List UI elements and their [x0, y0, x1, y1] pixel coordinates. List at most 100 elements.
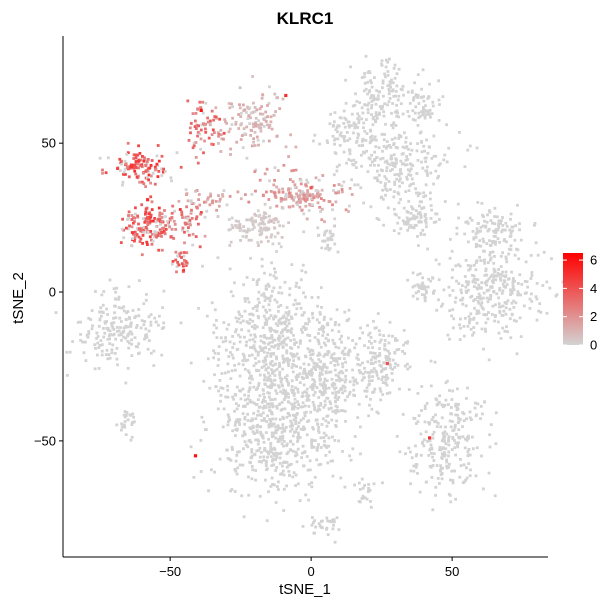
cell-point [499, 337, 503, 340]
cell-point [353, 125, 357, 128]
cell-point [254, 335, 257, 339]
cell-point [318, 142, 321, 146]
cell-point [262, 440, 266, 444]
cell-point [281, 384, 284, 388]
cell-point [397, 137, 401, 140]
cell-point [489, 297, 492, 301]
cell-point [267, 303, 271, 307]
cell-point [180, 210, 184, 214]
cell-point [348, 390, 352, 394]
cell-point [282, 509, 286, 512]
cell-point [389, 169, 392, 173]
cell-point [290, 196, 294, 200]
cell-point [128, 413, 132, 417]
cell-point [440, 304, 443, 308]
cell-point [298, 436, 302, 439]
cell-point [267, 348, 271, 351]
cell-point [260, 105, 263, 108]
cell-point [434, 258, 438, 262]
cell-point [421, 68, 425, 72]
cell-point [398, 184, 401, 188]
cell-point [380, 132, 384, 136]
cell-point [453, 439, 456, 442]
cell-point [267, 101, 271, 105]
cell-point [238, 223, 242, 226]
cell-point [269, 352, 273, 355]
cell-point [290, 169, 294, 173]
cell-point [317, 194, 321, 198]
cell-point [257, 244, 260, 247]
cell-point [371, 355, 375, 359]
cell-point [251, 307, 255, 310]
cell-point [450, 412, 453, 416]
cell-point [331, 518, 334, 522]
cell-point [267, 342, 270, 346]
cell-point [450, 448, 454, 451]
cell-point [255, 425, 259, 429]
cell-point [479, 229, 482, 233]
cell-point [484, 224, 488, 228]
cell-point [344, 374, 347, 378]
cell-point [243, 433, 247, 436]
cell-point [383, 375, 387, 379]
cell-point [245, 111, 248, 114]
cell-point [265, 319, 269, 323]
cell-point [295, 460, 299, 464]
cell-point [426, 174, 429, 177]
cell-point [440, 457, 444, 460]
cell-point [90, 327, 94, 331]
cell-point [501, 282, 505, 286]
cell-point [315, 189, 319, 192]
cell-point [277, 480, 280, 484]
cell-point [512, 299, 516, 303]
cell-point [388, 163, 392, 167]
cell-point [347, 158, 351, 161]
cell-point [111, 343, 115, 347]
cell-point [262, 458, 266, 462]
cell-point [388, 352, 391, 355]
cell-point [464, 304, 468, 308]
cell-point [359, 186, 363, 190]
cell-point [404, 222, 408, 226]
cell-point [235, 224, 239, 228]
cell-point [271, 398, 274, 402]
cell-point [319, 360, 322, 364]
cell-point [298, 302, 301, 306]
cell-point [152, 364, 156, 367]
cell-point [114, 290, 117, 294]
cell-point [333, 151, 337, 154]
cell-point [509, 288, 512, 292]
cell-point [453, 425, 457, 429]
cell-point [262, 398, 265, 402]
cell-point [266, 104, 269, 107]
cell-point [416, 297, 419, 301]
cell-point [343, 310, 347, 314]
cell-point [122, 309, 126, 313]
cell-point [397, 179, 401, 183]
cell-point [341, 391, 344, 395]
cell-point [498, 287, 502, 290]
cell-point [246, 297, 250, 300]
cell-point [276, 337, 280, 340]
cell-point [424, 430, 428, 434]
cell-point [214, 106, 218, 110]
cell-point [273, 191, 276, 195]
cell-point [131, 237, 135, 241]
cell-point [498, 305, 501, 309]
cell-point [252, 401, 256, 405]
cell-point [416, 235, 419, 238]
cell-point [331, 384, 335, 388]
cell-point [349, 458, 353, 462]
cell-point [317, 426, 321, 429]
cell-point [370, 100, 374, 103]
cell-point [334, 409, 337, 413]
cell-point [160, 327, 164, 330]
cell-point [134, 162, 138, 166]
cell-point [366, 346, 370, 350]
cell-point [138, 240, 142, 243]
cell-point [393, 162, 397, 166]
cell-point [357, 144, 361, 147]
cell-point [535, 282, 539, 285]
cell-point [284, 145, 288, 149]
cell-point [375, 113, 379, 117]
